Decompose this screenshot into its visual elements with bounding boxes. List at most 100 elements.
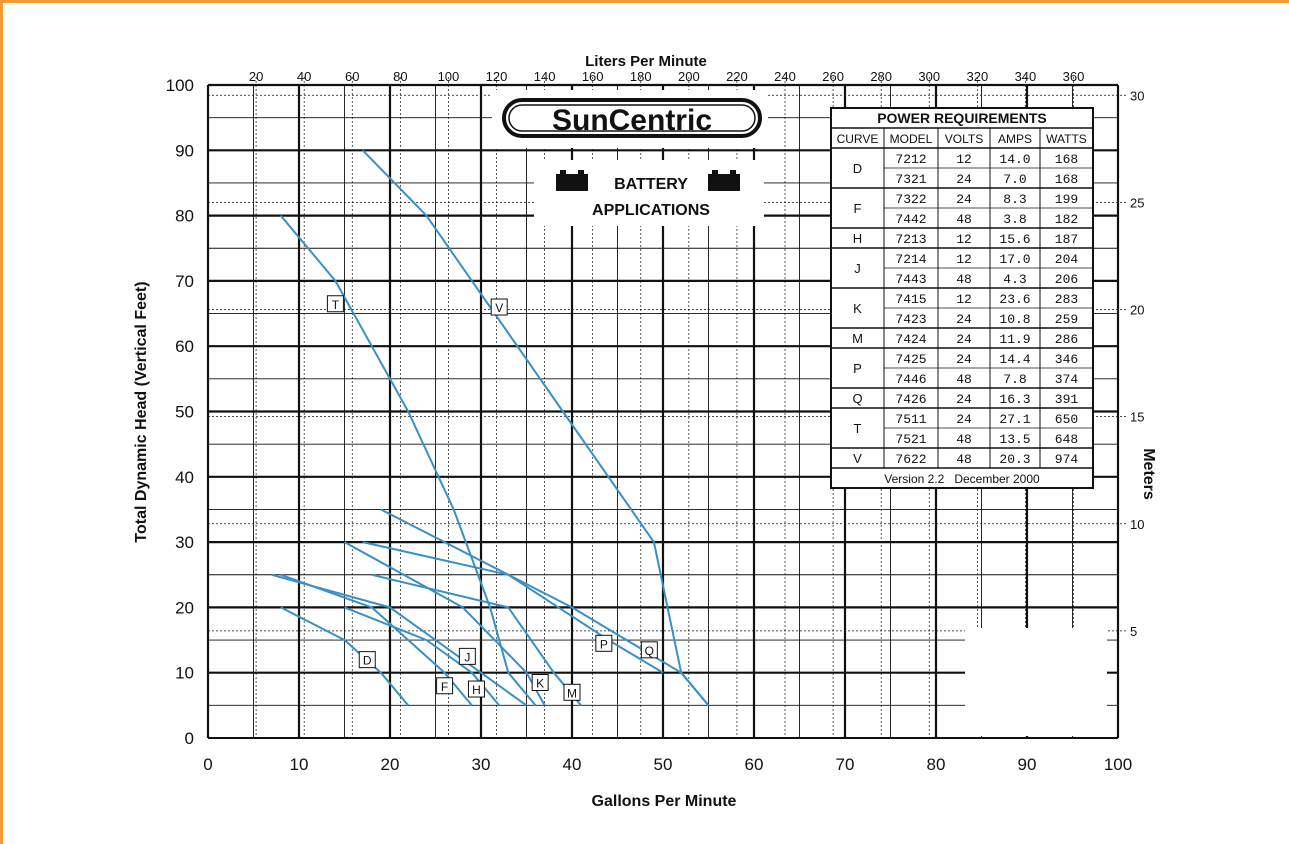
x-tick-label: 10 [290,755,309,774]
liters-tick-label: 240 [774,69,796,84]
power-table-cell: 10.8 [999,312,1030,327]
power-table-cell: 7442 [895,212,926,227]
battery-title: BATTERY [614,176,688,193]
power-table-cell: 12 [956,252,972,267]
power-table-title: POWER REQUIREMENTS [877,110,1047,126]
liters-tick-labels: 20 40 60 80 100 120 140 160 180 200 220 240 260 280 30… [249,69,1085,84]
top-axis-label: Liters Per Minute [585,53,707,70]
battery-icon-left [556,170,588,191]
liters-tick-label: 180 [630,69,652,84]
power-table-cell: 16.3 [999,392,1030,407]
power-table-cell: 259 [1055,312,1078,327]
logo-text: SunCentric [552,104,712,137]
curve-P [362,541,664,674]
curve-label-text: P [600,637,608,651]
y-tick-label: 10 [175,664,194,683]
power-table-cell: 391 [1055,392,1079,407]
curve-label-text: V [495,301,503,315]
right-axis-label: Meters [1140,448,1157,500]
liters-tick-label: 220 [726,69,748,84]
curve-label-text: Q [645,644,654,658]
curve-label-text: H [472,683,481,697]
power-table-curve: J [854,261,861,276]
curve-label-D: D [358,651,376,669]
frame-top-border [0,0,1289,3]
power-table-cell: 48 [956,452,972,467]
y-tick-label: 0 [185,729,194,748]
power-table-curve: M [852,331,863,346]
curve-label-P: P [595,634,613,652]
power-table-cell: 24 [956,352,972,367]
power-table-cell: 24 [956,192,972,207]
curve-labels: D F H J K M P Q T V [326,295,658,701]
curve-label-J: J [458,647,476,665]
power-table-cell: 206 [1055,272,1078,287]
power-table-cell: 7415 [895,292,926,307]
meters-tick-label: 10 [1130,517,1144,532]
power-table-cell: 7425 [895,352,926,367]
power-table-header: AMPS [998,132,1032,146]
power-requirements-table: POWER REQUIREMENTS CURVE MODEL VOLTS AMPS WA… [830,107,1094,489]
x-tick-label: 30 [472,755,491,774]
y-tick-label: 50 [175,403,194,422]
power-table-cell: 182 [1055,212,1078,227]
power-table-footer: Version 2.2 December 2000 [884,472,1040,486]
power-table-header: WATTS [1046,132,1087,146]
curve-label-K: K [531,673,549,691]
curve-label-text: F [441,680,448,694]
liters-tick-label: 300 [918,69,940,84]
power-table-cell: 7321 [895,172,926,187]
curve-label-V: V [490,298,508,316]
power-table-cell: 23.6 [999,292,1030,307]
power-table-cell: 7213 [895,232,926,247]
pump-curves [271,149,710,707]
y-tick-label: 40 [175,468,194,487]
power-table-cell: 168 [1055,172,1078,187]
power-table-curve: P [853,361,862,376]
power-table-curve: V [853,451,862,466]
meters-tick-label: 20 [1130,303,1144,318]
power-table-cell: 24 [956,392,972,407]
liters-tick-label: 200 [678,69,700,84]
power-table-cell: 12 [956,292,972,307]
x-tick-label: 40 [563,755,582,774]
liters-tick-label: 20 [249,69,263,84]
power-table-cell: 7511 [895,412,926,427]
battery-applications-box: BATTERY APPLICATIONS [534,160,764,226]
power-table-cell: 48 [956,272,972,287]
blank-cutout [965,628,1107,736]
power-table-headers: CURVE MODEL VOLTS AMPS WATTS [837,132,1087,146]
power-table-cell: 4.3 [1003,272,1026,287]
battery-subtitle: APPLICATIONS [592,202,710,219]
frame-left-border [0,0,3,844]
power-table-cell: 7214 [895,252,926,267]
liters-tick-label: 340 [1015,69,1037,84]
meters-tick-label: 25 [1130,195,1144,210]
power-table-cell: 286 [1055,332,1078,347]
meters-tick-label: 30 [1130,88,1144,103]
power-table-cell: 8.3 [1003,192,1026,207]
x-tick-label: 90 [1018,755,1037,774]
power-table-cell: 17.0 [999,252,1030,267]
y-tick-label: 20 [175,598,194,617]
liters-tick-label: 320 [967,69,989,84]
liters-tick-label: 60 [345,69,359,84]
y-tick-label: 90 [175,141,194,160]
liters-tick-label: 40 [297,69,311,84]
power-table-curve: K [853,301,862,316]
y-tick-label: 80 [175,207,194,226]
y-tick-label: 60 [175,337,194,356]
liters-tick-label: 80 [393,69,407,84]
x-tick-label: 80 [927,755,946,774]
power-table-curve: H [853,231,862,246]
power-table-cell: 7423 [895,312,926,327]
power-table-cell: 7446 [895,372,926,387]
curve-label-text: M [567,686,577,700]
power-table-cell: 199 [1055,192,1078,207]
power-table-cell: 48 [956,432,972,447]
power-table-cell: 11.9 [999,332,1030,347]
liters-tick-label: 120 [486,69,508,84]
power-table-cell: 7622 [895,452,926,467]
